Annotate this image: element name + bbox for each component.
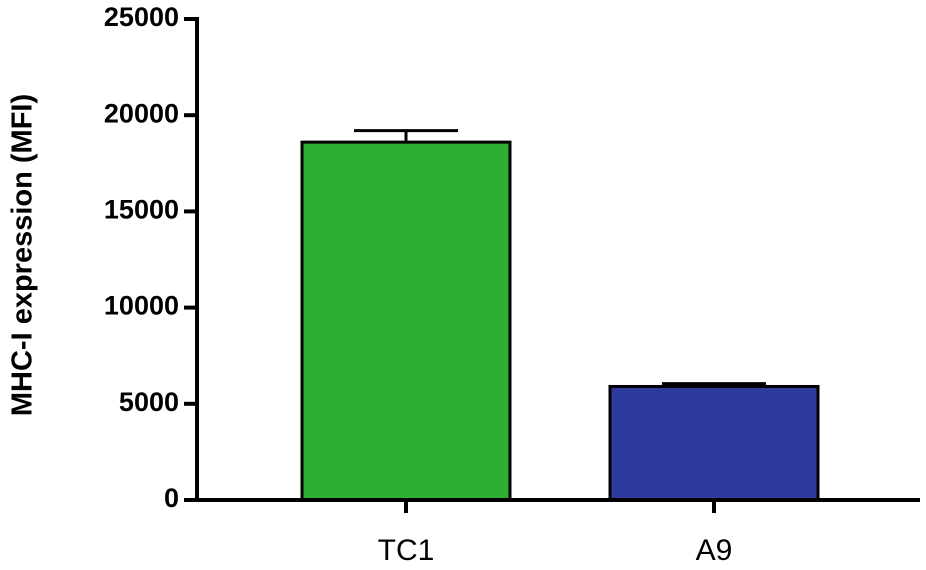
- bar: [300, 140, 512, 502]
- y-axis-label: MHC-I expression (MFI): [7, 94, 39, 416]
- x-tick-label: A9: [696, 534, 733, 567]
- bar: [608, 384, 820, 502]
- y-tick-label: 25000: [104, 2, 179, 32]
- x-tick-label: TC1: [378, 534, 435, 567]
- y-tick-label: 5000: [119, 387, 179, 417]
- y-tick-label: 20000: [104, 98, 179, 128]
- y-tick-label: 10000: [104, 291, 179, 321]
- y-tick-label: 0: [164, 483, 179, 513]
- y-tick-label: 15000: [104, 195, 179, 225]
